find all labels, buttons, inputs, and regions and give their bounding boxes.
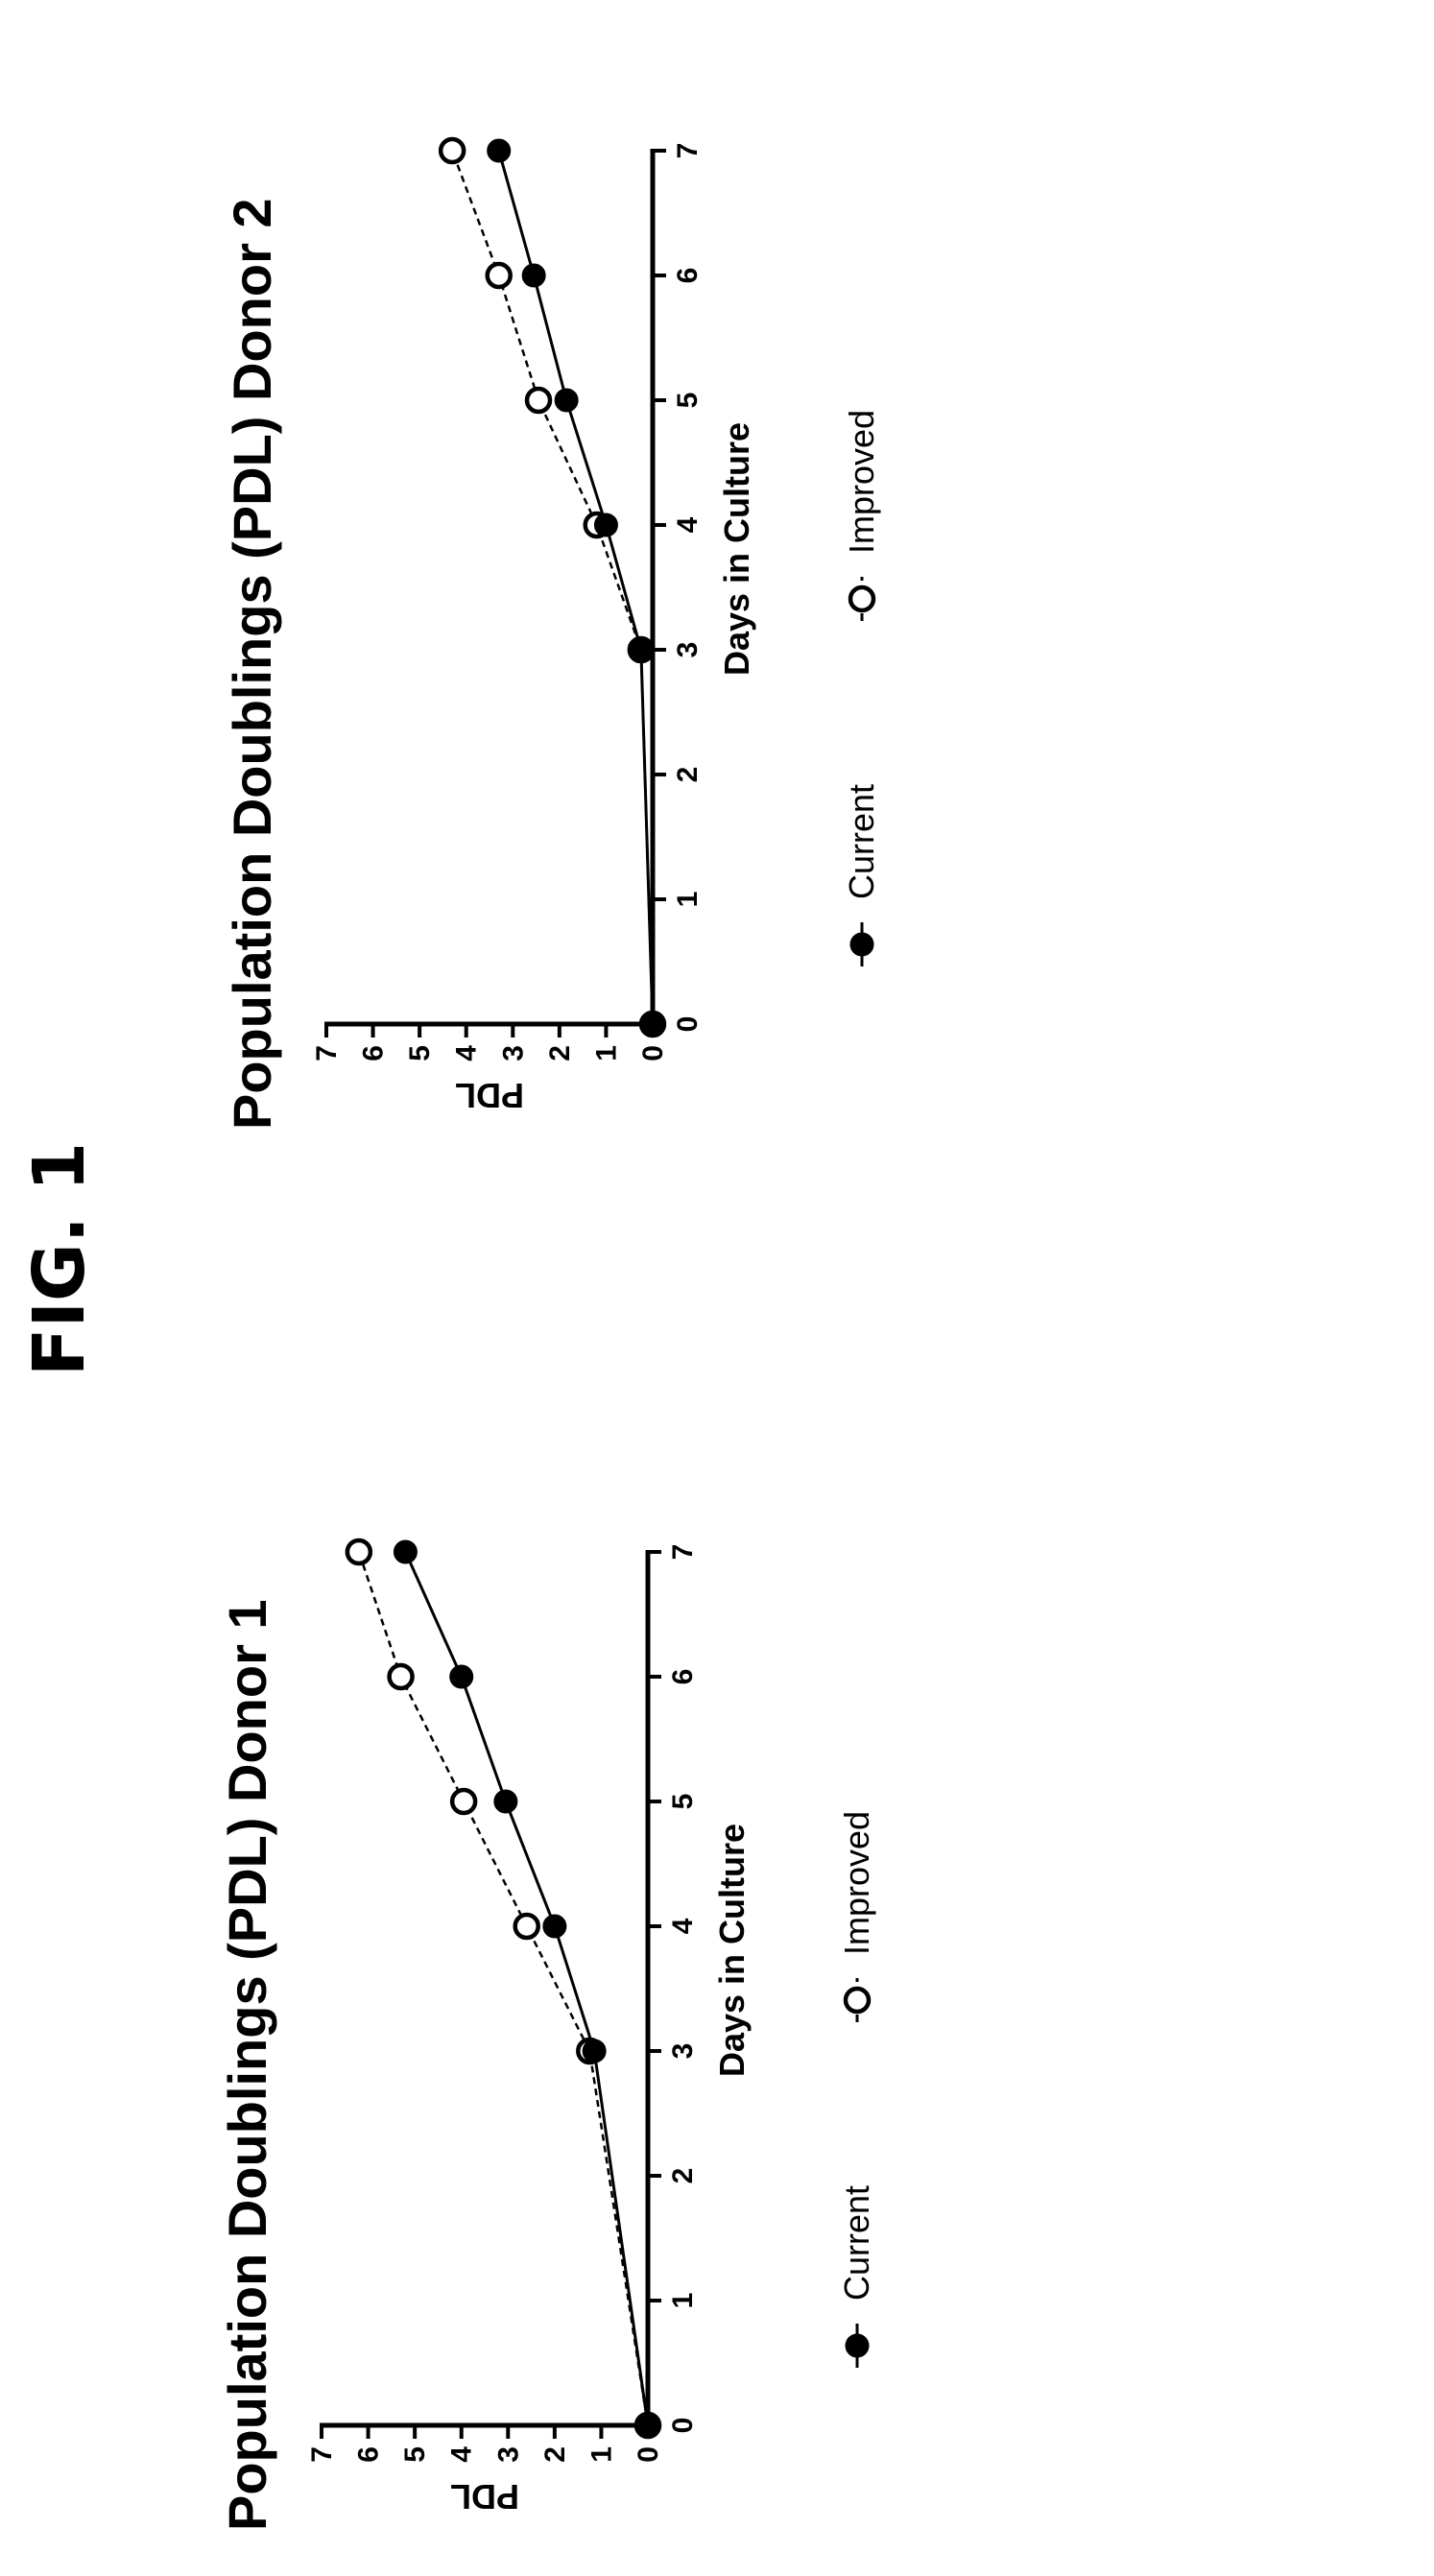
data-point-current xyxy=(593,513,618,537)
y-tick-label: 3 xyxy=(492,2446,524,2463)
x-tick-label: 2 xyxy=(667,2168,699,2184)
y-tick-label: 2 xyxy=(539,2446,571,2463)
x-tick-label: 5 xyxy=(672,393,704,409)
y-tick-label: 4 xyxy=(451,1045,483,1061)
y-tick-label: 4 xyxy=(446,2446,478,2463)
y-tick-label: 0 xyxy=(637,1045,669,1061)
x-axis-label: Days in Culture xyxy=(712,1824,752,2077)
figure-title: FIG. 1 xyxy=(18,1141,101,1377)
data-point-current xyxy=(521,263,546,288)
data-point-current xyxy=(629,637,654,662)
data-point-current xyxy=(487,138,512,163)
series-line-current xyxy=(497,150,655,1025)
x-tick-label: 4 xyxy=(672,516,704,533)
y-tick-label: 0 xyxy=(633,2446,664,2463)
legend-marker-improved xyxy=(848,584,876,613)
data-point-current xyxy=(640,1012,665,1037)
data-point-improved xyxy=(449,1787,478,1816)
data-point-improved xyxy=(485,261,513,290)
x-tick-label: 7 xyxy=(667,1544,699,1561)
y-tick-label: 5 xyxy=(399,2446,431,2463)
y-axis-label: PDL xyxy=(455,1076,524,1115)
data-point-current xyxy=(493,1789,518,1814)
data-point-current xyxy=(554,388,579,413)
x-axis-label: Days in Culture xyxy=(717,422,756,676)
series-line-improved xyxy=(450,150,655,1025)
series-line-improved xyxy=(357,1551,650,2426)
series-line-current xyxy=(404,1551,650,2426)
data-point-current xyxy=(582,2039,607,2063)
x-tick-label: 0 xyxy=(667,2418,699,2434)
data-point-improved xyxy=(438,136,466,165)
x-tick-label: 3 xyxy=(667,2043,699,2060)
y-tick-label: 2 xyxy=(544,1045,576,1061)
y-tick-label: 7 xyxy=(311,1045,343,1061)
y-tick-label: 6 xyxy=(358,1045,390,1061)
x-tick-label: 6 xyxy=(672,268,704,284)
legend-label-current: Current xyxy=(837,2185,876,2301)
y-axis-label: PDL xyxy=(450,2477,519,2516)
legend-label-current: Current xyxy=(842,784,881,899)
data-point-current xyxy=(635,2413,660,2438)
y-tick-label: 1 xyxy=(586,2446,617,2463)
y-tick-label: 6 xyxy=(353,2446,385,2463)
x-tick-label: 7 xyxy=(672,143,704,159)
x-tick-label: 6 xyxy=(667,1669,699,1685)
legend-label-improved: Improved xyxy=(842,410,881,554)
x-tick-label: 2 xyxy=(672,767,704,783)
legend-marker-current xyxy=(845,2333,870,2358)
y-tick-label: 1 xyxy=(590,1045,622,1061)
data-point-improved xyxy=(345,1538,373,1566)
x-tick-label: 1 xyxy=(667,2293,699,2309)
data-point-current xyxy=(542,1914,567,1939)
data-point-current xyxy=(449,1664,474,1689)
data-point-improved xyxy=(513,1912,540,1941)
y-tick-label: 7 xyxy=(306,2446,338,2463)
data-point-improved xyxy=(524,386,553,415)
legend-label-improved: Improved xyxy=(837,1811,876,1955)
x-tick-label: 3 xyxy=(672,642,704,658)
x-tick-label: 4 xyxy=(667,1918,699,1934)
legend-marker-current xyxy=(849,932,874,957)
y-tick-label: 3 xyxy=(497,1045,529,1061)
data-point-improved xyxy=(387,1662,415,1691)
x-tick-label: 5 xyxy=(667,1794,699,1810)
y-tick-label: 5 xyxy=(404,1045,436,1061)
x-tick-label: 0 xyxy=(672,1016,704,1033)
data-point-current xyxy=(393,1539,418,1564)
legend-marker-improved xyxy=(843,1986,872,2015)
x-tick-label: 1 xyxy=(672,892,704,908)
